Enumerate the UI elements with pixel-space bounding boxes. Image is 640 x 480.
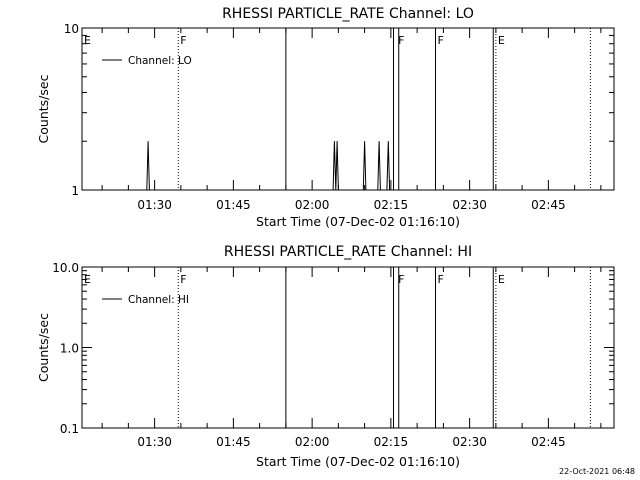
x-tick-label: 02:30 (452, 198, 487, 212)
event-marker-label: F (438, 273, 444, 286)
chart-title: RHESSI PARTICLE_RATE Channel: HI (224, 244, 472, 260)
x-tick-label: 02:00 (295, 435, 330, 449)
legend-entry: Channel: LO (128, 55, 192, 67)
chart-title: RHESSI PARTICLE_RATE Channel: LO (222, 6, 474, 22)
event-marker-label: F (398, 273, 404, 286)
x-tick-label: 02:30 (452, 435, 487, 449)
x-tick-label: 01:30 (137, 435, 172, 449)
event-marker-label: F (398, 34, 404, 47)
plot-frame (81, 266, 615, 429)
lo-channel-panel: RHESSI PARTICLE_RATE Channel: LO 1 10 Count… (36, 6, 615, 229)
x-tick-label: 02:15 (374, 198, 409, 212)
event-marker-label: F (438, 34, 444, 47)
event-marker-label: F (180, 34, 186, 47)
plot-frame (81, 27, 615, 191)
y-axis-label: Counts/sec (36, 313, 51, 382)
event-marker-label: E (498, 34, 505, 47)
legend-entry: Channel: HI (128, 294, 189, 306)
x-tick-label: 02:00 (295, 198, 330, 212)
series-line (146, 141, 391, 191)
event-marker-label: E (84, 34, 91, 47)
y-tick-label: 10 (64, 22, 79, 36)
x-tick-label: 01:45 (216, 435, 251, 449)
hi-channel-panel: RHESSI PARTICLE_RATE Channel: HI 0.1 1.0 10… (36, 244, 615, 469)
x-tick-label: 02:15 (374, 435, 409, 449)
x-tick-label: 01:30 (137, 198, 172, 212)
y-tick-label: 0.1 (60, 422, 79, 436)
x-tick-label: 01:45 (216, 198, 251, 212)
footer-timestamp: 22-Oct-2021 06:48 (559, 467, 635, 476)
x-tick-label: 02:45 (531, 198, 566, 212)
y-axis-label: Counts/sec (36, 74, 51, 143)
y-tick-label: 10.0 (52, 261, 79, 275)
event-marker-label: E (498, 273, 505, 286)
event-marker-label: E (84, 273, 91, 286)
x-axis-label: Start Time (07-Dec-02 01:16:10) (256, 454, 460, 469)
y-tick-label: 1.0 (60, 342, 79, 356)
event-marker-label: F (180, 273, 186, 286)
x-tick-label: 02:45 (531, 435, 566, 449)
x-axis-label: Start Time (07-Dec-02 01:16:10) (256, 214, 460, 229)
y-tick-label: 1 (71, 184, 79, 198)
